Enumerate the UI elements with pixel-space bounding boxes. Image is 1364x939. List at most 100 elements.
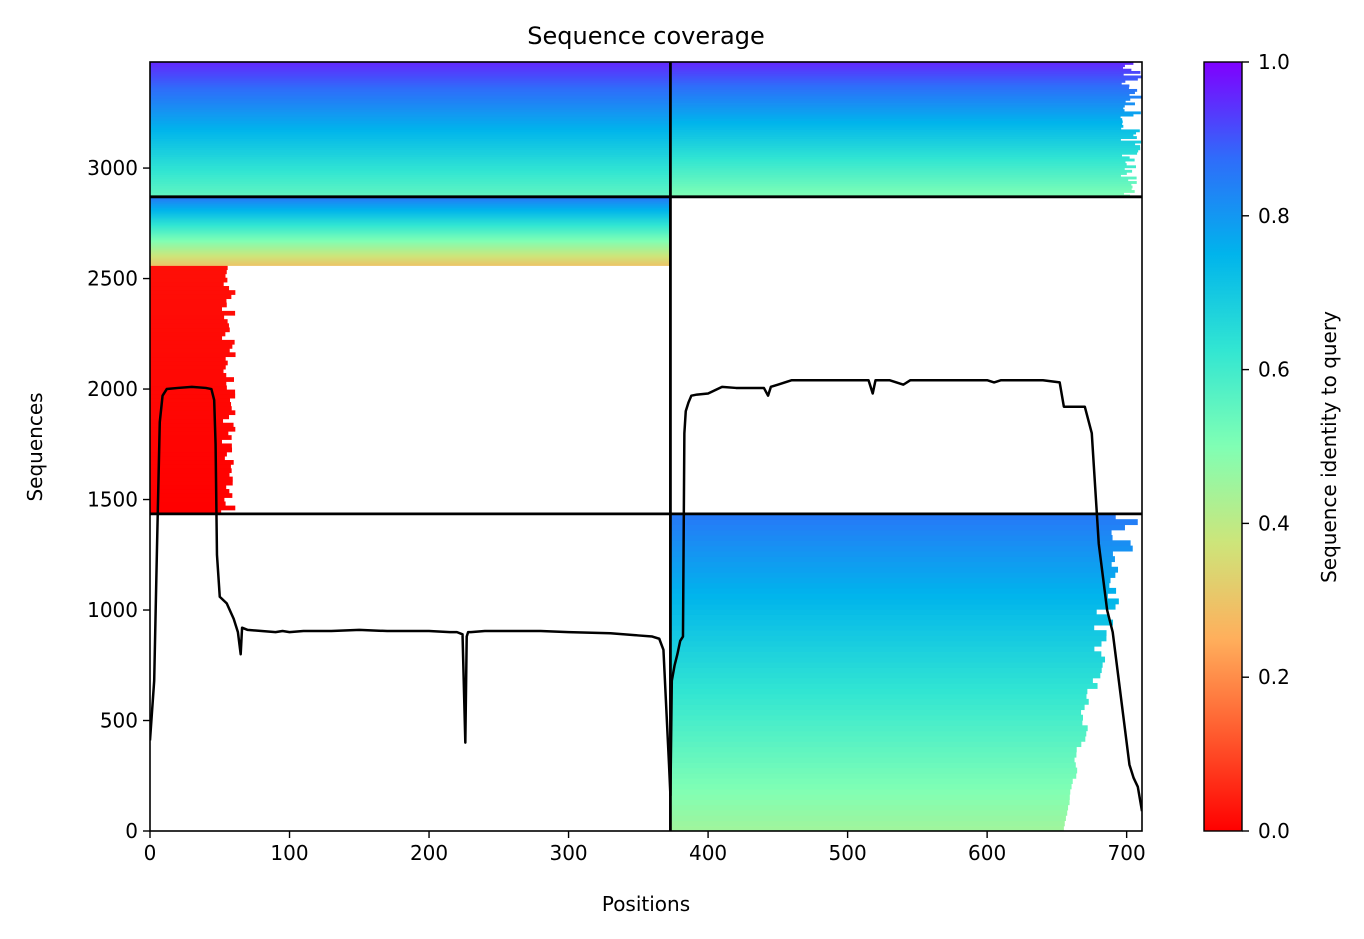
identity-strip	[150, 368, 224, 374]
identity-strip	[150, 509, 222, 515]
identity-strip	[670, 683, 1098, 689]
identity-strip	[150, 250, 671, 253]
identity-strip	[150, 213, 671, 216]
identity-strip	[150, 431, 229, 436]
identity-strip	[670, 104, 1125, 108]
identity-strip	[150, 100, 671, 104]
identity-strip	[670, 561, 1112, 568]
identity-strip	[150, 233, 671, 236]
identity-strip	[150, 422, 234, 428]
identity-strip	[150, 455, 225, 461]
identity-strip	[150, 199, 671, 201]
identity-strip	[150, 402, 232, 407]
identity-strip	[150, 352, 236, 358]
identity-strip	[150, 209, 671, 212]
identity-strip	[150, 208, 671, 210]
identity-strip	[670, 115, 1121, 119]
identity-strip	[670, 106, 1124, 110]
identity-strip	[670, 109, 1125, 113]
identity-strip	[670, 598, 1119, 605]
identity-strip	[670, 656, 1106, 663]
identity-strip	[150, 269, 227, 275]
identity-strip	[150, 319, 228, 324]
identity-strip	[150, 79, 671, 83]
identity-strip	[150, 414, 230, 420]
identity-strip	[150, 154, 671, 157]
identity-strip	[150, 120, 671, 124]
identity-strip	[670, 762, 1076, 769]
identity-strip	[670, 79, 1126, 83]
identity-strip	[150, 397, 231, 403]
identity-strip	[150, 393, 236, 399]
x-tick-label: 400	[689, 841, 727, 865]
identity-strip	[150, 418, 224, 424]
identity-strip	[150, 149, 671, 153]
colorbar-tick-label: 0.6	[1258, 358, 1290, 382]
identity-strip	[150, 142, 671, 146]
identity-strip	[150, 237, 671, 240]
identity-strip	[150, 183, 671, 187]
identity-strip	[670, 535, 1113, 541]
identity-strip	[670, 545, 1133, 552]
identity-strip	[150, 294, 232, 300]
identity-strip	[150, 239, 671, 241]
identity-strip	[150, 484, 227, 490]
identity-strip	[150, 373, 227, 378]
identity-strip	[670, 677, 1093, 684]
identity-strip	[150, 323, 229, 329]
x-tick-label: 300	[549, 841, 587, 865]
identity-strip	[670, 86, 1129, 90]
identity-strip	[670, 778, 1073, 785]
x-tick-label: 600	[968, 841, 1006, 865]
identity-strip	[150, 252, 671, 255]
identity-strip	[670, 746, 1077, 753]
identity-strip	[150, 227, 671, 230]
identity-strip	[670, 767, 1078, 774]
colorbar-fill	[1204, 62, 1242, 831]
identity-strip	[150, 145, 671, 148]
identity-strip	[670, 140, 1142, 144]
identity-strip	[150, 348, 230, 353]
identity-strip	[670, 149, 1139, 153]
identity-strip	[150, 192, 671, 196]
identity-strip	[150, 302, 227, 308]
identity-strip	[670, 100, 1126, 104]
y-tick-label: 1500	[87, 488, 138, 512]
identity-strip	[670, 809, 1068, 816]
x-axis-title: Positions	[602, 892, 690, 916]
identity-strip	[150, 256, 671, 258]
identity-strip	[150, 226, 671, 229]
identity-strip	[150, 62, 671, 65]
chart-title: Sequence coverage	[527, 22, 764, 50]
identity-strip	[150, 118, 671, 122]
identity-strip	[670, 84, 1130, 88]
identity-strip	[150, 181, 671, 184]
identity-strip	[670, 614, 1110, 621]
identity-strip	[150, 480, 233, 486]
identity-strip	[670, 190, 1135, 193]
identity-strip	[150, 244, 671, 247]
identity-strip	[150, 217, 671, 220]
identity-strip	[150, 203, 671, 206]
identity-strip	[150, 190, 671, 193]
identity-strip	[150, 306, 222, 312]
identity-strip	[150, 261, 671, 264]
identity-strip	[150, 167, 671, 171]
identity-strip	[150, 109, 671, 113]
identity-strip	[150, 234, 671, 237]
identity-strip	[670, 783, 1072, 790]
identity-strip	[150, 70, 671, 74]
identity-strip	[150, 447, 233, 453]
y-axis: 0 500 1000 1500 2000 2500 3000	[87, 156, 150, 843]
identity-strip	[670, 64, 1125, 68]
identity-strip	[150, 66, 671, 70]
identity-strip	[670, 704, 1085, 711]
identity-strip	[150, 327, 230, 333]
x-tick-label: 100	[270, 841, 308, 865]
identity-strip	[670, 651, 1102, 658]
identity-strip	[150, 451, 227, 457]
identity-strip	[670, 97, 1131, 101]
identity-strip	[670, 688, 1088, 695]
identity-strip	[670, 176, 1137, 180]
